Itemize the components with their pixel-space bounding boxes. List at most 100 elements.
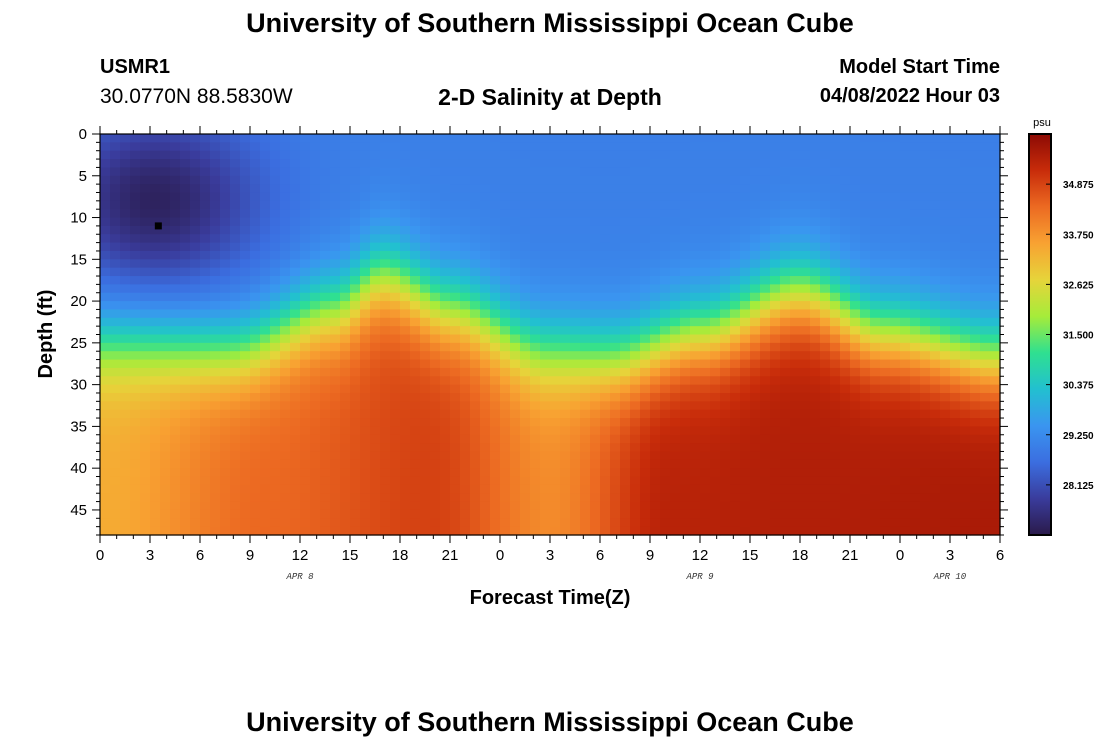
heatmap-cell	[340, 451, 351, 461]
heatmap-cell	[640, 159, 651, 169]
heatmap-cell	[490, 217, 501, 227]
heatmap-cell	[930, 192, 941, 202]
heatmap-cell	[780, 501, 791, 511]
heatmap-cell	[120, 309, 131, 319]
heatmap-cell	[740, 426, 751, 436]
heatmap-cell	[200, 443, 211, 453]
heatmap-cell	[800, 351, 811, 361]
heatmap-cell	[420, 217, 431, 227]
heatmap-cell	[610, 342, 621, 352]
heatmap-cell	[850, 526, 861, 536]
heatmap-cell	[450, 225, 461, 235]
heatmap-cell	[920, 309, 931, 319]
heatmap-cell	[950, 175, 961, 185]
heatmap-cell	[840, 443, 851, 453]
heatmap-cell	[680, 426, 691, 436]
heatmap-cell	[720, 225, 731, 235]
heatmap-cell	[120, 409, 131, 419]
heatmap-cell	[190, 225, 201, 235]
x-tick-label: 12	[692, 547, 709, 564]
heatmap-cell	[620, 242, 631, 252]
heatmap-cell	[790, 284, 801, 294]
heatmap-cell	[470, 192, 481, 202]
heatmap-cell	[230, 150, 241, 160]
heatmap-cell	[300, 209, 311, 219]
heatmap-cell	[240, 209, 251, 219]
heatmap-cell	[490, 493, 501, 503]
heatmap-cell	[850, 418, 861, 427]
heatmap-cell	[800, 134, 811, 143]
heatmap-cell	[450, 409, 461, 419]
heatmap-cell	[780, 175, 791, 185]
heatmap-cell	[670, 192, 681, 202]
heatmap-cell	[430, 267, 441, 277]
heatmap-cell	[260, 192, 271, 202]
heatmap-cell	[310, 434, 321, 444]
heatmap-cell	[270, 367, 281, 377]
heatmap-cell	[780, 468, 791, 478]
heatmap-cell	[510, 217, 521, 227]
heatmap-cell	[360, 434, 371, 444]
heatmap-cell	[430, 301, 441, 311]
heatmap-cell	[320, 351, 331, 361]
heatmap-cell	[300, 217, 311, 227]
heatmap-cell	[890, 259, 901, 269]
heatmap-cell	[570, 376, 581, 386]
heatmap-cell	[830, 476, 841, 486]
heatmap-cell	[830, 225, 841, 235]
heatmap-cell	[600, 518, 611, 528]
heatmap-cell	[830, 518, 841, 528]
heatmap-cell	[400, 401, 411, 411]
heatmap-cell	[450, 367, 461, 377]
heatmap-cell	[430, 142, 441, 152]
heatmap-cell	[750, 217, 761, 227]
heatmap-cell	[610, 200, 621, 210]
heatmap-cell	[160, 309, 171, 319]
heatmap-cell	[630, 250, 641, 260]
x-tick-label: 18	[392, 547, 409, 564]
heatmap-cell	[960, 326, 971, 336]
heatmap-cell	[820, 409, 831, 419]
heatmap-cell	[960, 234, 971, 244]
heatmap-cell	[370, 459, 381, 469]
heatmap-cell	[290, 192, 301, 202]
heatmap-cell	[720, 501, 731, 511]
heatmap-cell	[140, 200, 151, 210]
heatmap-cell	[790, 409, 801, 419]
heatmap-cell	[320, 367, 331, 377]
heatmap-cell	[880, 317, 891, 327]
heatmap-cell	[890, 142, 901, 152]
heatmap-cell	[510, 234, 521, 244]
heatmap-cell	[730, 142, 741, 152]
heatmap-cell	[260, 142, 271, 152]
heatmap-cell	[800, 284, 811, 294]
heatmap-cell	[380, 434, 391, 444]
heatmap-cell	[500, 392, 511, 402]
heatmap-cell	[250, 309, 261, 319]
heatmap-cell	[290, 359, 301, 369]
heatmap-cell	[950, 426, 961, 436]
heatmap-cell	[720, 276, 731, 285]
heatmap-cell	[790, 434, 801, 444]
heatmap-cell	[930, 150, 941, 160]
heatmap-cell	[330, 392, 341, 402]
heatmap-cell	[680, 142, 691, 152]
heatmap-cell	[570, 484, 581, 494]
y-tick-label: 30	[70, 377, 87, 394]
heatmap-cell	[490, 392, 501, 402]
heatmap-cell	[820, 326, 831, 336]
heatmap-cell	[620, 259, 631, 269]
heatmap-cell	[220, 526, 231, 536]
heatmap-cell	[870, 284, 881, 294]
heatmap-cell	[810, 359, 821, 369]
heatmap-cell	[240, 259, 251, 269]
heatmap-cell	[880, 209, 891, 219]
heatmap-cell	[660, 284, 671, 294]
heatmap-cell	[670, 434, 681, 444]
heatmap-cell	[450, 234, 461, 244]
heatmap-cell	[930, 250, 941, 260]
heatmap-cell	[900, 159, 911, 169]
heatmap-cell	[290, 250, 301, 260]
heatmap-cell	[910, 443, 921, 453]
heatmap-cell	[270, 334, 281, 344]
